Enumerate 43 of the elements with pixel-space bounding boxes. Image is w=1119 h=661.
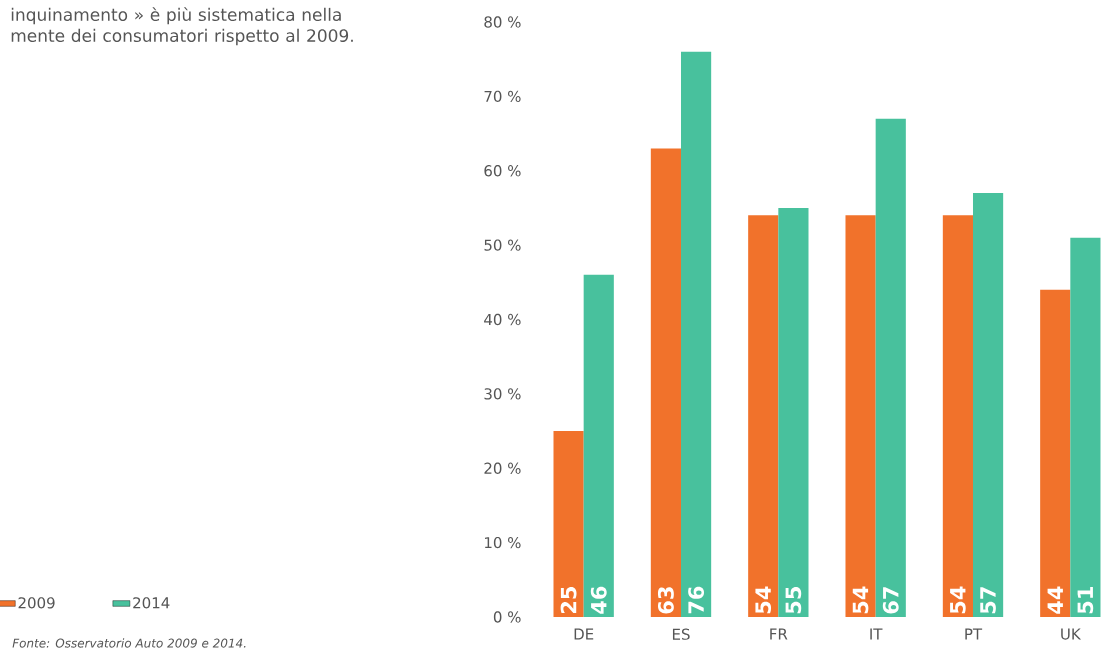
bar	[681, 51, 712, 617]
y-tick-label: 80 %	[484, 16, 521, 28]
x-tick-label: ES	[672, 628, 690, 640]
source-note: Fonte: Osservatorio Auto 2009 e 2014.	[12, 638, 246, 648]
bar	[1070, 237, 1101, 617]
bar	[553, 431, 584, 617]
data-label: 46	[590, 586, 607, 614]
x-tick-label: UK	[1061, 628, 1082, 640]
bar	[845, 215, 876, 617]
y-tick-label: 60 %	[484, 165, 521, 177]
y-tick-label: 0 %	[493, 611, 521, 623]
text: inquinamento » è più sistematica nella mente dei consumatori rispetto al 2009.	[11, 7, 353, 46]
data-label: 57	[980, 587, 996, 614]
data-label: 44	[1047, 586, 1063, 614]
x-tick-label: PT	[965, 628, 983, 640]
data-label: 54	[950, 586, 966, 614]
data-label: 54	[852, 586, 869, 614]
bar	[583, 274, 614, 617]
bar	[1040, 289, 1071, 617]
data-label: 55	[785, 587, 802, 614]
data-label: 76	[688, 586, 705, 614]
data-label: 54	[755, 586, 772, 614]
bar	[875, 118, 906, 617]
x-tick-label: DE	[574, 628, 594, 640]
data-label: 25	[560, 587, 577, 614]
bar	[748, 215, 779, 617]
legend-label: 2009	[18, 597, 55, 609]
bar	[650, 148, 681, 617]
y-tick-label: 20 %	[484, 462, 521, 474]
y-tick-label: 30 %	[484, 388, 521, 400]
y-tick-label: 50 %	[484, 239, 521, 251]
bar	[942, 215, 973, 617]
bar	[778, 207, 809, 617]
bar	[972, 193, 1004, 617]
y-tick-label: 70 %	[484, 90, 521, 103]
data-label: 51	[1077, 587, 1094, 614]
data-label: 63	[657, 587, 674, 614]
y-tick-label: 10 %	[485, 536, 521, 549]
data-label: 67	[882, 587, 899, 614]
legend-label: 2014	[133, 597, 170, 609]
x-tick-label: FR	[770, 628, 788, 640]
x-tick-label: IT	[870, 628, 883, 640]
y-tick-label: 40 %	[484, 313, 521, 326]
